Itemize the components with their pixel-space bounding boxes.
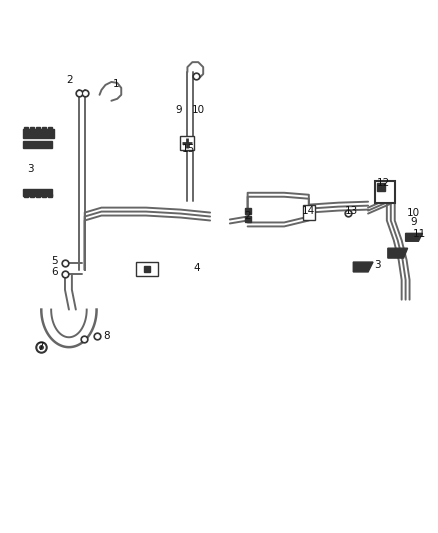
Bar <box>30 127 34 131</box>
Text: 9: 9 <box>410 217 417 228</box>
Text: 10: 10 <box>407 207 420 217</box>
Polygon shape <box>388 248 408 258</box>
Text: 14: 14 <box>302 206 315 215</box>
Text: 2: 2 <box>67 75 73 85</box>
Bar <box>136 262 158 276</box>
Polygon shape <box>353 262 373 272</box>
Bar <box>25 194 28 197</box>
Bar <box>36 127 40 131</box>
Bar <box>30 194 34 197</box>
Text: 5: 5 <box>51 256 57 266</box>
Bar <box>48 127 52 131</box>
Bar <box>375 181 395 203</box>
Bar <box>48 194 52 197</box>
Bar <box>42 194 46 197</box>
Polygon shape <box>406 233 422 241</box>
Text: 9: 9 <box>175 104 182 115</box>
Bar <box>303 205 315 221</box>
Text: 3: 3 <box>374 260 381 270</box>
Bar <box>36 194 40 197</box>
Text: 13: 13 <box>345 206 358 215</box>
Bar <box>22 141 52 148</box>
Text: 4: 4 <box>193 263 200 273</box>
Bar <box>42 127 46 131</box>
Text: 3: 3 <box>27 164 34 174</box>
Bar <box>180 136 194 150</box>
Bar <box>25 127 28 131</box>
Bar <box>377 183 385 191</box>
Text: 6: 6 <box>51 267 57 277</box>
Text: 10: 10 <box>192 104 205 115</box>
Bar <box>22 130 54 139</box>
Text: 15: 15 <box>182 144 195 154</box>
Text: 7: 7 <box>37 342 44 352</box>
Text: 8: 8 <box>103 332 110 341</box>
Text: 1: 1 <box>113 79 120 89</box>
Text: 12: 12 <box>377 178 391 188</box>
Text: 11: 11 <box>413 229 426 239</box>
Bar <box>22 189 52 196</box>
Text: 2: 2 <box>244 211 251 221</box>
